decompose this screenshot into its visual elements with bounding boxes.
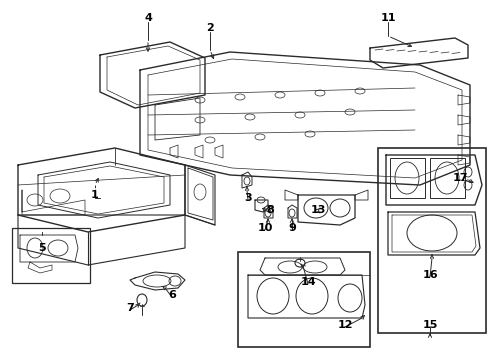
Text: 8: 8 — [266, 205, 274, 215]
Text: 5: 5 — [38, 243, 46, 253]
Text: 2: 2 — [206, 23, 214, 33]
Text: 17: 17 — [452, 173, 468, 183]
Bar — [390, 158, 425, 198]
Text: 4: 4 — [144, 13, 152, 23]
Text: 13: 13 — [310, 205, 326, 215]
Text: 11: 11 — [380, 13, 396, 23]
Text: 10: 10 — [257, 223, 273, 233]
Text: 7: 7 — [126, 303, 134, 313]
Text: 14: 14 — [300, 277, 316, 287]
Text: 1: 1 — [91, 190, 99, 200]
Bar — [238, 252, 370, 347]
Text: 9: 9 — [288, 223, 296, 233]
Text: 3: 3 — [244, 193, 252, 203]
Text: 12: 12 — [337, 320, 353, 330]
Bar — [12, 228, 90, 283]
Bar — [378, 148, 486, 333]
Text: 16: 16 — [422, 270, 438, 280]
Bar — [430, 158, 465, 198]
Text: 6: 6 — [168, 290, 176, 300]
Text: 15: 15 — [422, 320, 438, 330]
